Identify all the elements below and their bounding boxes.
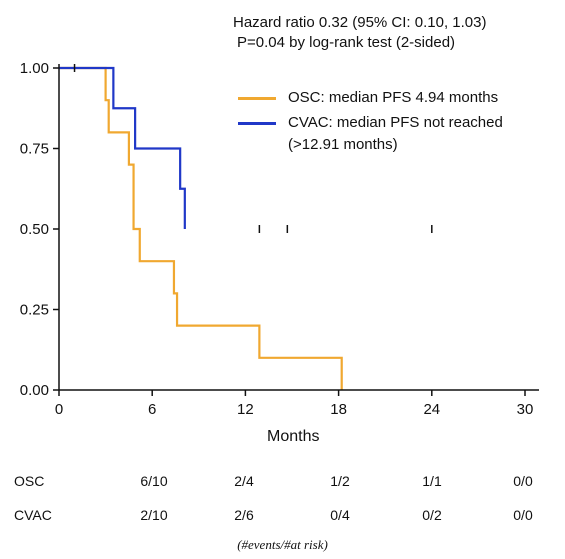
risk-cell: 0/2 xyxy=(422,507,442,523)
risk-row-osc: OSC 6/10 2/4 1/2 1/1 0/0 xyxy=(0,473,565,493)
legend-label-osc: OSC: median PFS 4.94 months xyxy=(288,89,499,106)
x-tick-label: 0 xyxy=(55,401,63,418)
legend-line-cvac xyxy=(238,122,276,125)
risk-cell: 1/1 xyxy=(422,473,442,489)
risk-cell: 0/4 xyxy=(330,507,350,523)
x-tick-label: 30 xyxy=(517,401,534,418)
risk-row-label: OSC xyxy=(14,473,45,489)
x-tick-label: 6 xyxy=(148,401,156,418)
x-axis-label: Months xyxy=(267,428,320,445)
y-tick-label: 1.00 xyxy=(20,60,49,77)
risk-row-cvac: CVAC 2/10 2/6 0/4 0/2 0/0 xyxy=(0,507,565,527)
legend-label-cvac-line2: (>12.91 months) xyxy=(288,136,398,153)
cvac-survival-curve xyxy=(59,66,186,229)
risk-cell: 2/4 xyxy=(234,473,254,489)
x-tick-label: 18 xyxy=(330,401,347,418)
hazard-ratio-text: Hazard ratio 0.32 (95% CI: 0.10, 1.03) xyxy=(233,14,487,31)
risk-cell: 6/10 xyxy=(140,473,168,489)
y-tick-label: 0.75 xyxy=(20,141,49,158)
legend-label-cvac: CVAC: median PFS not reached xyxy=(288,114,503,131)
y-tick-label: 0.50 xyxy=(20,221,49,238)
risk-table-footnote: (#events/#at risk) xyxy=(237,537,328,552)
risk-row-label: CVAC xyxy=(14,507,52,523)
osc-survival-curve xyxy=(59,66,343,390)
p-value-text: P=0.04 by log-rank test (2-sided) xyxy=(237,34,456,51)
risk-cell: 2/10 xyxy=(140,507,168,523)
x-tick-label: 12 xyxy=(237,401,254,418)
y-tick-label: 0.25 xyxy=(20,302,49,319)
y-tick-label: 0.00 xyxy=(20,382,49,399)
risk-cell: 0/0 xyxy=(513,473,533,489)
x-tick-label: 24 xyxy=(423,401,440,418)
risk-cell: 0/0 xyxy=(513,507,533,523)
km-chart: 0 6 12 18 24 30 0.00 0.25 0.50 0.75 1.00 xyxy=(20,60,539,418)
risk-cell: 2/6 xyxy=(234,507,254,523)
risk-cell: 1/2 xyxy=(330,473,350,489)
legend-line-osc xyxy=(238,97,276,100)
